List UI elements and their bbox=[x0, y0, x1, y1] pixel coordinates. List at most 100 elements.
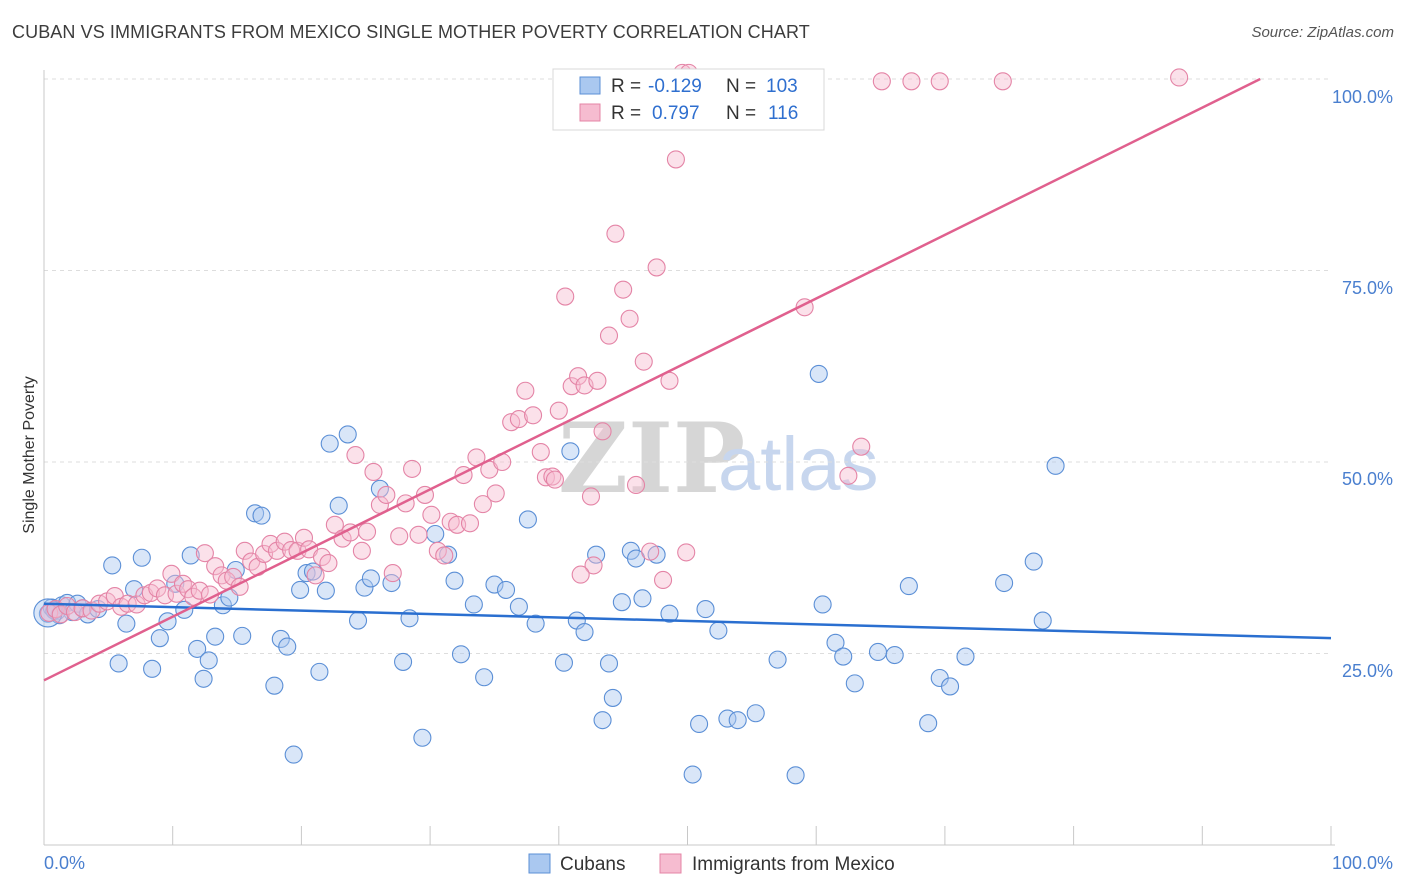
cubans-point bbox=[587, 545, 606, 564]
cubans-point bbox=[919, 714, 938, 733]
cubans-point bbox=[265, 676, 284, 695]
mexico-point bbox=[545, 470, 564, 489]
cubans-point bbox=[464, 595, 483, 614]
cubans-point bbox=[746, 704, 765, 723]
bottom-legend-label-cubans: Cubans bbox=[560, 854, 626, 875]
mexico-point bbox=[626, 475, 646, 495]
source-label: Source: ZipAtlas.com bbox=[1251, 24, 1394, 41]
cubans-point bbox=[451, 645, 471, 664]
mexico-point bbox=[852, 437, 871, 456]
mexico-point bbox=[82, 601, 101, 620]
cubans-point bbox=[310, 662, 329, 681]
cubans-point bbox=[612, 593, 631, 612]
cubans-point bbox=[1033, 611, 1052, 630]
cubans-point bbox=[150, 629, 169, 648]
mexico-point bbox=[516, 381, 535, 400]
cubans-point bbox=[813, 595, 832, 614]
cubans-point bbox=[475, 668, 494, 687]
legend-r-value-mexico: 0.797 bbox=[652, 103, 700, 124]
cubans-point bbox=[1046, 456, 1065, 475]
mexico-point bbox=[377, 485, 396, 504]
cubans-point bbox=[690, 714, 709, 734]
mexico-point bbox=[593, 422, 612, 441]
mexico-point bbox=[524, 406, 543, 425]
cubans-point bbox=[633, 589, 652, 608]
cubans-point bbox=[199, 651, 218, 670]
x-axis-ticks bbox=[43, 826, 1332, 845]
mexico-point bbox=[460, 514, 480, 533]
cubans-point bbox=[348, 611, 368, 630]
mexico-point bbox=[346, 446, 365, 465]
legend-swatch-cubans bbox=[579, 76, 601, 95]
x-tick-label-100: 100.0% bbox=[1332, 853, 1393, 873]
cubans-point bbox=[561, 442, 580, 461]
mexico-point bbox=[403, 459, 422, 478]
mexico-point bbox=[588, 371, 607, 390]
cubans-point bbox=[709, 621, 728, 640]
cubans-point bbox=[181, 546, 200, 565]
mexico-point bbox=[571, 565, 590, 584]
cubans-point bbox=[599, 654, 619, 673]
cubans-point bbox=[485, 575, 504, 594]
legend-n-value-cubans: 103 bbox=[766, 76, 798, 97]
cubans-point bbox=[1024, 552, 1043, 571]
cubans-point bbox=[575, 623, 594, 642]
bottom-legend-swatch-mexico bbox=[659, 853, 682, 874]
mexico-point bbox=[634, 352, 653, 371]
cubans-point bbox=[233, 626, 252, 645]
mexico-point bbox=[993, 72, 1012, 91]
mexico-point bbox=[549, 401, 568, 420]
mexico-point bbox=[364, 462, 383, 482]
mexico-point bbox=[930, 72, 949, 91]
mexico-point bbox=[606, 224, 625, 243]
mexico-point bbox=[127, 595, 146, 614]
mexico-point bbox=[581, 487, 601, 506]
cubans-point bbox=[554, 653, 573, 672]
mexico-point bbox=[141, 583, 160, 603]
y-tick-label-50: 50.0% bbox=[1342, 469, 1393, 489]
mexico-point bbox=[422, 505, 441, 524]
mexico-point bbox=[641, 542, 660, 561]
y-axis-title: Single Mother Poverty bbox=[21, 376, 38, 533]
cubans-point bbox=[355, 578, 374, 597]
mexico-point bbox=[1170, 68, 1189, 87]
cubans-point bbox=[809, 364, 828, 383]
cubans-point bbox=[509, 597, 528, 616]
mexico-point bbox=[325, 515, 344, 534]
cubans-point bbox=[206, 627, 225, 646]
cubans-point bbox=[768, 650, 787, 669]
x-tick-label-0: 0.0% bbox=[44, 853, 85, 873]
legend-n-label-cubans: N = bbox=[726, 76, 756, 97]
cubans-point bbox=[329, 496, 348, 515]
mexico-point bbox=[569, 367, 588, 386]
mexico-point bbox=[173, 574, 193, 593]
mexico-point bbox=[390, 527, 409, 546]
cubans-point bbox=[445, 571, 464, 590]
mexico-point bbox=[383, 564, 402, 583]
mexico-point bbox=[306, 566, 325, 585]
cubans-point bbox=[496, 580, 516, 599]
series-cubans-points bbox=[33, 364, 1065, 785]
mexico-point bbox=[584, 556, 603, 575]
cubans-point bbox=[320, 434, 339, 453]
cubans-point bbox=[603, 688, 622, 707]
mexico-point bbox=[212, 566, 231, 585]
cubans-point bbox=[899, 577, 918, 596]
legend-bottom: Cubans Immigrants from Mexico bbox=[528, 853, 895, 875]
mexico-point bbox=[647, 258, 666, 277]
cubans-point bbox=[109, 654, 128, 673]
mexico-point bbox=[261, 534, 280, 554]
cubans-point bbox=[361, 569, 380, 588]
mexico-point bbox=[148, 579, 167, 598]
mexico-point bbox=[235, 541, 254, 560]
legend-top: R = -0.129 N = 103 R = 0.797 N = 116 bbox=[552, 68, 825, 131]
cubans-point bbox=[143, 659, 162, 678]
mexico-point bbox=[206, 557, 225, 576]
trend-line-cubans bbox=[43, 602, 1332, 640]
legend-r-label-mexico: R = bbox=[611, 103, 641, 124]
cubans-point bbox=[426, 524, 445, 544]
mexico-point bbox=[620, 309, 639, 328]
cubans-point bbox=[284, 745, 303, 764]
y-tick-label-75: 75.0% bbox=[1342, 278, 1393, 298]
